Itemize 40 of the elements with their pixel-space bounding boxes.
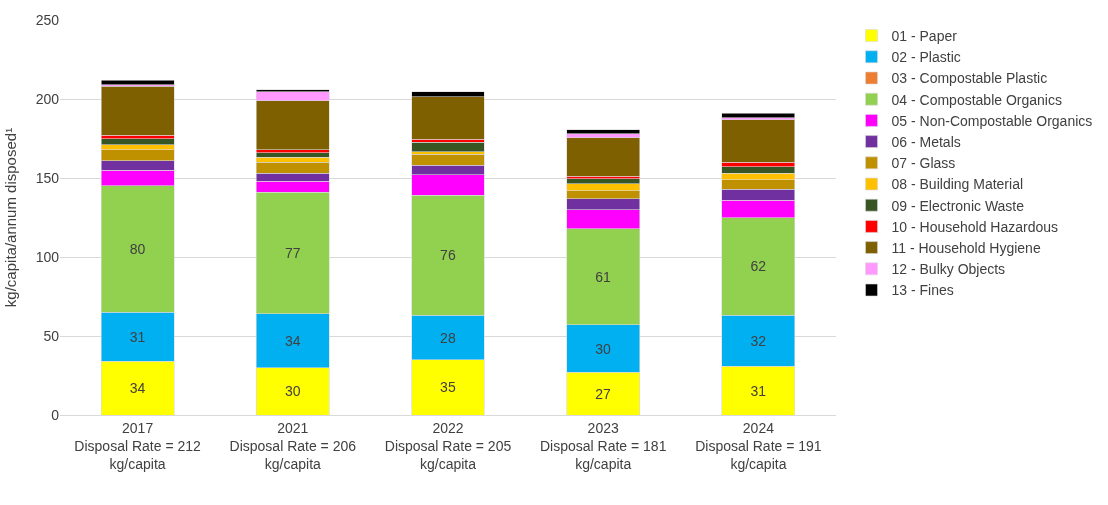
data-label: 61 — [595, 268, 612, 285]
x-tick-label: 2022 Disposal Rate = 205 kg/capita — [384, 419, 512, 473]
data-label: 77 — [284, 245, 301, 262]
data-label: 30 — [284, 383, 301, 400]
legend-label: 01 - Paper — [891, 28, 958, 45]
x-tick-label: 2024 Disposal Rate = 191 kg/capita — [695, 419, 822, 473]
y-tick-label: 250 — [35, 11, 60, 28]
legend-label: 10 - Household Hazardous — [891, 218, 1059, 235]
legend-label: 03 - Compostable Plastic — [891, 70, 1048, 87]
y-tick-label: 150 — [35, 169, 60, 186]
legend-label: 08 - Building Material — [891, 176, 1024, 193]
legend-label: 11 - Household Hygiene — [891, 240, 1041, 257]
x-tick-label: 2017 Disposal Rate = 212 kg/capita — [74, 419, 202, 473]
legend-label: 05 - Non-Compostable Organics — [891, 112, 1093, 129]
legend-label: 12 - Bulky Objects — [891, 261, 1006, 278]
data-label: 80 — [129, 241, 146, 258]
data-label: 31 — [129, 328, 146, 345]
x-tick-label: 2021 Disposal Rate = 206 kg/capita — [229, 419, 357, 473]
data-label: 62 — [750, 258, 767, 275]
y-tick-label: 50 — [43, 327, 60, 344]
legend-label: 02 - Plastic — [891, 49, 961, 66]
data-label: 76 — [440, 247, 456, 264]
y-tick-label: 100 — [35, 248, 60, 265]
data-label: 28 — [440, 329, 456, 346]
y-tick-label: 200 — [35, 90, 60, 107]
data-label: 34 — [129, 380, 146, 397]
data-label: 31 — [750, 382, 767, 399]
y-axis-title: kg/capita/annum disposed¹ — [1, 127, 19, 308]
legend-label: 06 - Metals — [891, 134, 961, 151]
data-label: 27 — [595, 385, 612, 402]
data-label: 34 — [284, 332, 301, 349]
legend-label: 09 - Electronic Waste — [891, 197, 1025, 214]
legend-label: 07 - Glass — [891, 155, 956, 172]
data-label: 32 — [750, 332, 767, 349]
data-label: 30 — [595, 340, 612, 357]
y-tick-label: 0 — [51, 406, 60, 423]
x-tick-label: 2023 Disposal Rate = 181 kg/capita — [539, 419, 667, 473]
data-label: 35 — [440, 379, 456, 396]
legend-label: 13 - Fines — [891, 282, 954, 299]
legend-label: 04 - Compostable Organics — [891, 91, 1062, 108]
